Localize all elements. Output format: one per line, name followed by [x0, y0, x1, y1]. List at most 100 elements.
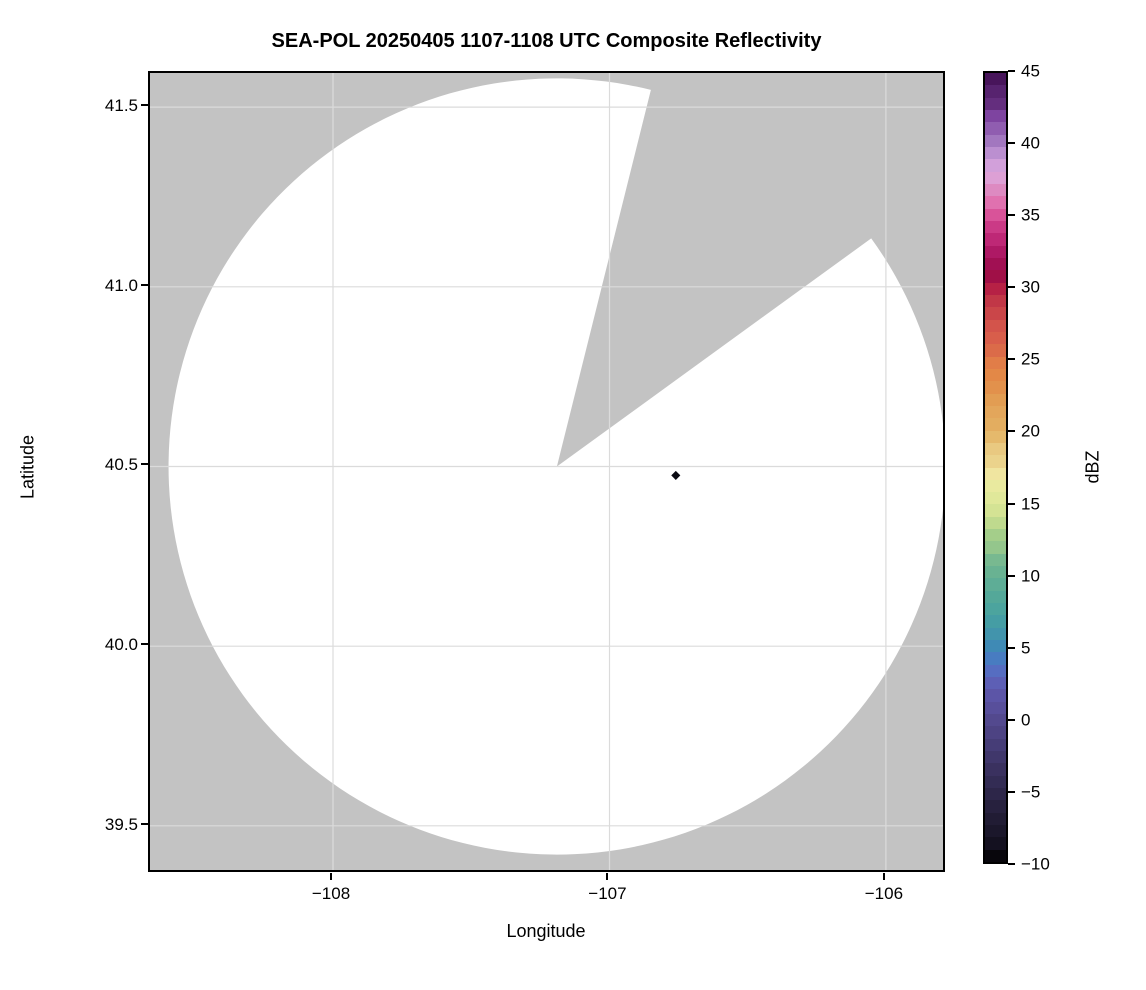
- colorbar-band: [985, 566, 1006, 580]
- colorbar-band: [985, 837, 1006, 851]
- y-tick-label: 41.5: [104, 96, 138, 116]
- colorbar-band: [985, 689, 1006, 703]
- colorbar-band: [985, 529, 1006, 543]
- colorbar-band: [985, 578, 1006, 592]
- y-tick-mark: [141, 463, 148, 466]
- colorbar-band: [985, 356, 1006, 370]
- colorbar-band: [985, 825, 1006, 839]
- colorbar-band: [985, 183, 1006, 198]
- colorbar-band: [985, 590, 1006, 605]
- colorbar-tick-label: 25: [1021, 349, 1040, 369]
- x-tick-mark: [882, 873, 885, 880]
- colorbar-band: [985, 159, 1006, 173]
- colorbar-tick-label: 20: [1021, 421, 1040, 441]
- colorbar-tick-mark: [1008, 718, 1015, 721]
- y-tick-label: 39.5: [104, 814, 138, 834]
- colorbar-band: [985, 738, 1006, 753]
- colorbar-band: [985, 541, 1006, 555]
- colorbar-band: [985, 763, 1006, 777]
- radar-echo-point: [671, 470, 681, 480]
- colorbar-band: [985, 652, 1006, 666]
- colorbar-tick-label: 40: [1021, 133, 1040, 153]
- colorbar-band: [985, 714, 1006, 728]
- colorbar-band: [985, 418, 1006, 432]
- colorbar-tick-label: −5: [1021, 782, 1041, 802]
- y-tick-mark: [141, 283, 148, 286]
- colorbar-band: [985, 257, 1006, 272]
- colorbar-band: [985, 430, 1006, 444]
- colorbar-band: [985, 467, 1006, 481]
- colorbar-tick-mark: [1008, 863, 1015, 865]
- colorbar-tick-label: 10: [1021, 566, 1040, 586]
- colorbar-tick-label: 0: [1021, 710, 1031, 730]
- colorbar-band: [985, 553, 1006, 568]
- colorbar-band: [985, 270, 1006, 284]
- y-tick-label: 40.0: [104, 635, 138, 655]
- colorbar-band: [985, 640, 1006, 654]
- x-axis-label: Longitude: [506, 921, 586, 941]
- colorbar-band: [985, 775, 1006, 790]
- colorbar-band: [985, 381, 1006, 395]
- colorbar-band: [985, 442, 1006, 457]
- colorbar-tick-label: 30: [1021, 277, 1040, 297]
- chart-title: SEA-POL 20250405 1107-1108 UTC Composite…: [271, 30, 822, 52]
- colorbar-band: [985, 233, 1006, 247]
- colorbar-band: [985, 307, 1006, 321]
- y-tick-mark: [141, 643, 148, 646]
- colorbar-band: [985, 196, 1006, 210]
- colorbar-tick-mark: [1008, 70, 1015, 72]
- colorbar-band: [985, 615, 1006, 629]
- colorbar-band: [985, 220, 1006, 235]
- colorbar-band: [985, 208, 1006, 222]
- colorbar-tick-mark: [1008, 646, 1015, 649]
- y-tick-label: 40.5: [104, 455, 138, 475]
- colorbar-tick-mark: [1008, 142, 1015, 145]
- colorbar-tick-label: 15: [1021, 494, 1040, 514]
- colorbar-band: [985, 109, 1006, 124]
- colorbar-band: [985, 344, 1006, 358]
- colorbar-tick-mark: [1008, 502, 1015, 505]
- colorbar-band: [985, 849, 1006, 862]
- colorbar-band: [985, 73, 1006, 87]
- colorbar-band: [985, 455, 1006, 469]
- colorbar-label: dBZ: [1082, 450, 1103, 484]
- map-axes: [148, 71, 945, 872]
- colorbar-tick-mark: [1008, 574, 1015, 577]
- colorbar: [983, 71, 1008, 864]
- x-tick-mark: [330, 873, 332, 880]
- colorbar-tick-mark: [1008, 790, 1015, 793]
- colorbar-band: [985, 492, 1006, 506]
- colorbar-band: [985, 788, 1006, 802]
- colorbar-band: [985, 627, 1006, 642]
- colorbar-band: [985, 368, 1006, 383]
- colorbar-band: [985, 319, 1006, 333]
- colorbar-band: [985, 294, 1006, 309]
- x-tick-mark: [606, 873, 609, 880]
- colorbar-band: [985, 146, 1006, 161]
- x-tick-label: −106: [864, 884, 904, 903]
- y-tick-label: 41.0: [104, 275, 138, 295]
- x-tick-label: −108: [311, 884, 351, 903]
- colorbar-tick-mark: [1008, 214, 1015, 217]
- colorbar-tick-label: 5: [1021, 638, 1031, 658]
- colorbar-band: [985, 331, 1006, 346]
- colorbar-band: [985, 677, 1006, 691]
- colorbar-band: [985, 603, 1006, 617]
- colorbar-tick-label: −10: [1021, 854, 1050, 874]
- colorbar-band: [985, 812, 1006, 827]
- colorbar-tick-label: 35: [1021, 205, 1040, 225]
- colorbar-band: [985, 122, 1006, 136]
- colorbar-band: [985, 504, 1006, 518]
- colorbar-tick-mark: [1008, 286, 1015, 289]
- radar-coverage-map: [150, 73, 943, 870]
- colorbar-tick-mark: [1008, 430, 1015, 433]
- colorbar-tick-label: 45: [1021, 61, 1040, 81]
- colorbar-band: [985, 751, 1006, 765]
- colorbar-band: [985, 85, 1006, 99]
- colorbar-tick-mark: [1008, 358, 1015, 361]
- colorbar-band: [985, 393, 1006, 407]
- y-tick-mark: [141, 822, 148, 825]
- colorbar-band: [985, 664, 1006, 679]
- colorbar-band: [985, 171, 1006, 185]
